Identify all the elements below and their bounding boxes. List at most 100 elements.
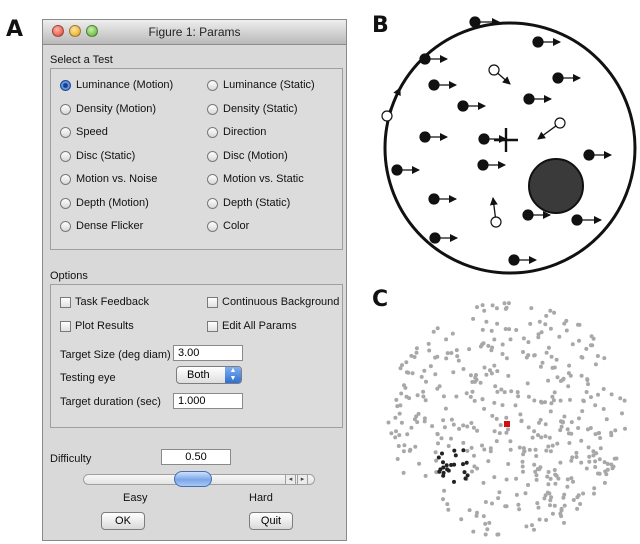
noise-dot (577, 416, 581, 421)
noise-dot (465, 424, 470, 429)
noise-dot (569, 458, 574, 463)
noise-dot (543, 422, 548, 427)
signal-dot (441, 465, 446, 470)
noise-dot (527, 447, 532, 452)
noise-dot (589, 334, 594, 339)
title-bar[interactable]: Figure 1: Params (43, 20, 346, 45)
noise-dot (503, 327, 508, 331)
ok-button[interactable]: OK (101, 512, 145, 530)
noise-dot (495, 389, 500, 394)
noise-dot (543, 322, 548, 327)
noise-dot (562, 492, 567, 497)
open-dot (554, 117, 566, 129)
noise-dot (539, 435, 544, 440)
signal-dot (441, 473, 446, 478)
test-radio-depth-motion[interactable] (60, 197, 71, 209)
noise-dot (544, 448, 549, 453)
close-icon[interactable] (52, 25, 64, 37)
noise-dot (480, 327, 485, 332)
noise-dot (592, 486, 597, 491)
noise-dot (569, 476, 574, 481)
noise-dot (521, 452, 526, 457)
noise-dot (415, 393, 420, 398)
noise-dot (435, 431, 440, 436)
panel-label-a: A (6, 17, 24, 42)
noise-dot (459, 517, 464, 522)
noise-dot (565, 484, 570, 489)
noise-dot (503, 504, 508, 509)
test-radio-direction[interactable] (207, 127, 218, 138)
test-radio-luminance-static[interactable] (207, 80, 218, 91)
test-radio-disc-motion[interactable] (207, 150, 218, 162)
noise-dot (482, 365, 487, 370)
noise-dot (610, 466, 615, 471)
noise-dot (559, 514, 564, 519)
noise-dot (602, 356, 607, 361)
test-radio-density-static[interactable] (207, 103, 218, 115)
noise-dot (446, 507, 451, 512)
noise-dot (537, 420, 541, 425)
test-radio-color[interactable] (207, 221, 218, 232)
quit-button[interactable]: Quit (249, 512, 293, 530)
test-radio-luminance-motion[interactable] (60, 80, 71, 91)
noise-dot (554, 357, 559, 362)
noise-dot (566, 384, 571, 389)
noise-dot (436, 441, 440, 446)
zoom-icon[interactable] (86, 25, 98, 37)
test-radio-depth-static[interactable] (207, 197, 218, 209)
noise-dot (574, 450, 579, 455)
noise-dot (593, 362, 598, 367)
noise-dot (556, 476, 561, 481)
noise-dot (534, 477, 539, 482)
noise-dot (409, 353, 414, 358)
test-radio-density-motion[interactable] (60, 103, 71, 115)
noise-dot (409, 425, 414, 430)
noise-dot (523, 491, 528, 496)
noise-dot (405, 432, 410, 437)
noise-dot (490, 501, 494, 506)
noise-dot (579, 460, 584, 465)
test-radio-disc-static[interactable] (60, 150, 71, 162)
difficulty-slider-thumb[interactable] (174, 471, 212, 487)
noise-dot (589, 395, 593, 400)
slider-left-arrow-icon[interactable]: ◂ (285, 474, 296, 485)
noise-dot (542, 496, 547, 501)
noise-dot (581, 398, 586, 403)
noise-dot (544, 350, 549, 355)
noise-dot (416, 411, 421, 416)
slider-right-arrow-icon[interactable]: ▸ (297, 474, 308, 485)
noise-dot (550, 443, 555, 448)
testing-eye-select[interactable]: Both ▲ ▼ (176, 366, 242, 384)
test-radio-dense-flicker[interactable] (60, 221, 71, 232)
noise-dot (593, 432, 598, 437)
noise-dot (618, 396, 623, 401)
signal-dot (440, 451, 444, 456)
difficulty-input[interactable]: 0.50 (161, 449, 231, 465)
noise-dot (555, 441, 560, 446)
noise-dot (605, 461, 610, 466)
noise-dot (609, 462, 614, 467)
noise-dot (539, 330, 544, 335)
noise-dot (519, 418, 524, 423)
noise-dot (446, 444, 451, 448)
moving-dot (391, 164, 403, 176)
edit-all-params-checkbox[interactable] (207, 321, 218, 332)
target-size-input[interactable]: 3.00 (173, 345, 243, 361)
noise-dot (620, 411, 624, 416)
test-option-label: Motion vs. Static (223, 173, 304, 185)
moving-dot (552, 72, 564, 84)
test-radio-motion-vs-static[interactable] (207, 174, 218, 185)
noise-dot (601, 407, 606, 411)
task-feedback-checkbox[interactable] (60, 297, 71, 308)
minimize-icon[interactable] (69, 25, 81, 37)
continuous-background-checkbox[interactable] (207, 297, 218, 308)
target-duration-input[interactable]: 1.000 (173, 393, 243, 409)
noise-dot (514, 328, 519, 332)
test-radio-speed[interactable] (60, 127, 71, 138)
noise-dot (604, 417, 609, 422)
plot-results-checkbox[interactable] (60, 321, 71, 332)
test-radio-motion-vs-noise[interactable] (60, 174, 71, 185)
signal-dot (452, 479, 456, 484)
noise-dot (571, 479, 575, 484)
noise-dot (549, 495, 554, 500)
